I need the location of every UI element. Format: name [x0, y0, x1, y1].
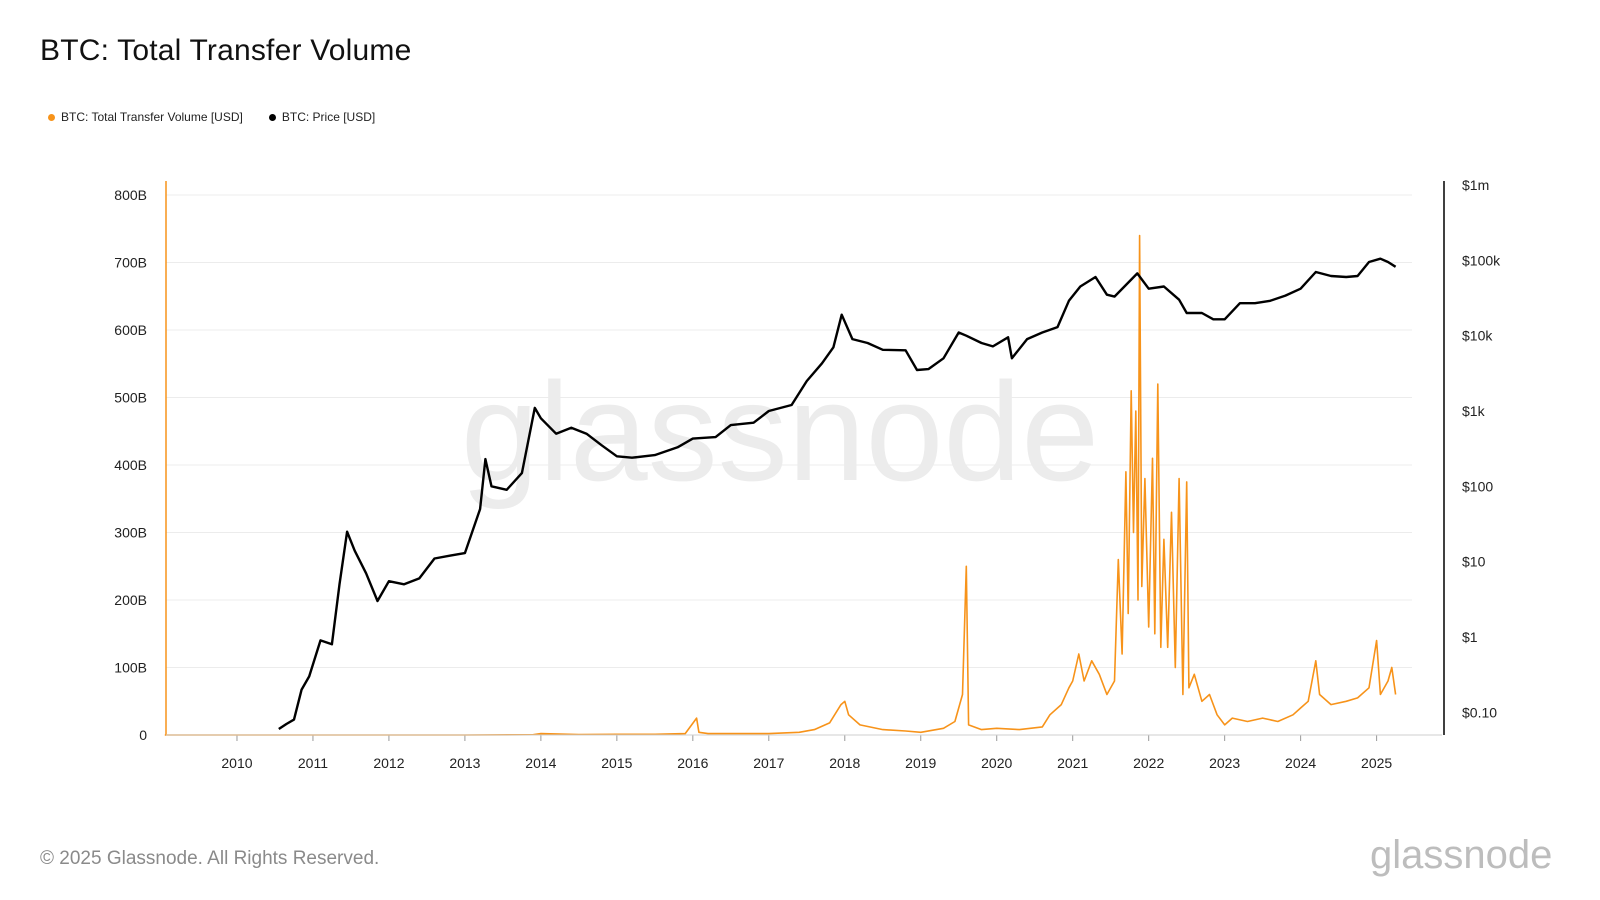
y-left-tick-label: 700B	[114, 255, 147, 271]
y-right-tick-label: $10	[1462, 554, 1486, 570]
y-left-tick-label: 600B	[114, 322, 147, 338]
copyright-footer: © 2025 Glassnode. All Rights Reserved.	[40, 848, 380, 869]
x-tick-label: 2017	[753, 755, 784, 771]
x-tick-label: 2010	[221, 755, 252, 771]
x-tick-label: 2018	[829, 755, 860, 771]
y-right-tick-label: $100k	[1462, 252, 1501, 268]
y-left-tick-label: 800B	[114, 187, 147, 203]
y-right-tick-label: $10k	[1462, 328, 1493, 344]
x-tick-label: 2020	[981, 755, 1012, 771]
y-left-tick-label: 200B	[114, 592, 147, 608]
chart-watermark: glassnode	[461, 353, 1099, 510]
legend-swatch-price	[268, 113, 276, 121]
y-left-tick-label: 400B	[114, 457, 147, 473]
x-tick-label: 2013	[449, 755, 480, 771]
y-left-tick-label: 100B	[114, 660, 147, 676]
x-tick-label: 2024	[1285, 755, 1316, 771]
x-tick-label: 2011	[298, 755, 328, 771]
plot-area	[164, 234, 1397, 736]
series-transfer-volume-line	[164, 234, 1397, 736]
x-tick-label: 2021	[1057, 755, 1088, 771]
grid	[166, 194, 1412, 736]
x-tick-label: 2012	[373, 755, 404, 771]
y-right-tick-label: $1	[1462, 629, 1478, 645]
x-tick-label: 2019	[905, 755, 936, 771]
left-axis-labels: 0 100B 200B 300B 400B 500B 600B 700B 800B	[114, 187, 147, 743]
legend-label-volume: BTC: Total Transfer Volume [USD]	[61, 110, 243, 124]
x-tick-label: 2022	[1133, 755, 1164, 771]
y-right-tick-label: $1k	[1462, 403, 1486, 419]
legend-label-price: BTC: Price [USD]	[281, 110, 376, 124]
x-axis-labels: 2010 2011 2012 2013 2014 2015 2016 2017 2018 2019…	[221, 735, 1392, 771]
x-tick-label: 2014	[525, 755, 556, 771]
y-right-tick-label: $1m	[1462, 177, 1489, 193]
legend-item-price[interactable]: BTC: Price [USD]	[268, 110, 376, 124]
glassnode-logo: glassnode	[1370, 833, 1552, 877]
x-tick-label: 2016	[677, 755, 708, 771]
x-tick-label: 2015	[601, 755, 632, 771]
legend: BTC: Total Transfer Volume [USD] BTC: Pr…	[48, 110, 375, 124]
axes	[165, 181, 1445, 736]
legend-item-volume[interactable]: BTC: Total Transfer Volume [USD]	[48, 110, 243, 124]
y-left-tick-label: 300B	[114, 525, 147, 541]
chart-title: BTC: Total Transfer Volume	[40, 34, 412, 67]
x-tick-label: 2025	[1361, 755, 1392, 771]
y-right-tick-label: $100	[1462, 478, 1493, 494]
right-axis-labels: $0.10 $1 $10 $100 $1k $10k $100k $1m	[1462, 177, 1501, 720]
y-left-tick-label: 0	[139, 727, 147, 743]
logo-text: glassnode	[1370, 833, 1552, 877]
y-right-tick-label: $0.10	[1462, 704, 1497, 720]
y-left-tick-label: 500B	[114, 390, 147, 406]
legend-swatch-volume	[48, 113, 55, 121]
x-tick-label: 2023	[1209, 755, 1240, 771]
series-price-line	[278, 257, 1397, 731]
